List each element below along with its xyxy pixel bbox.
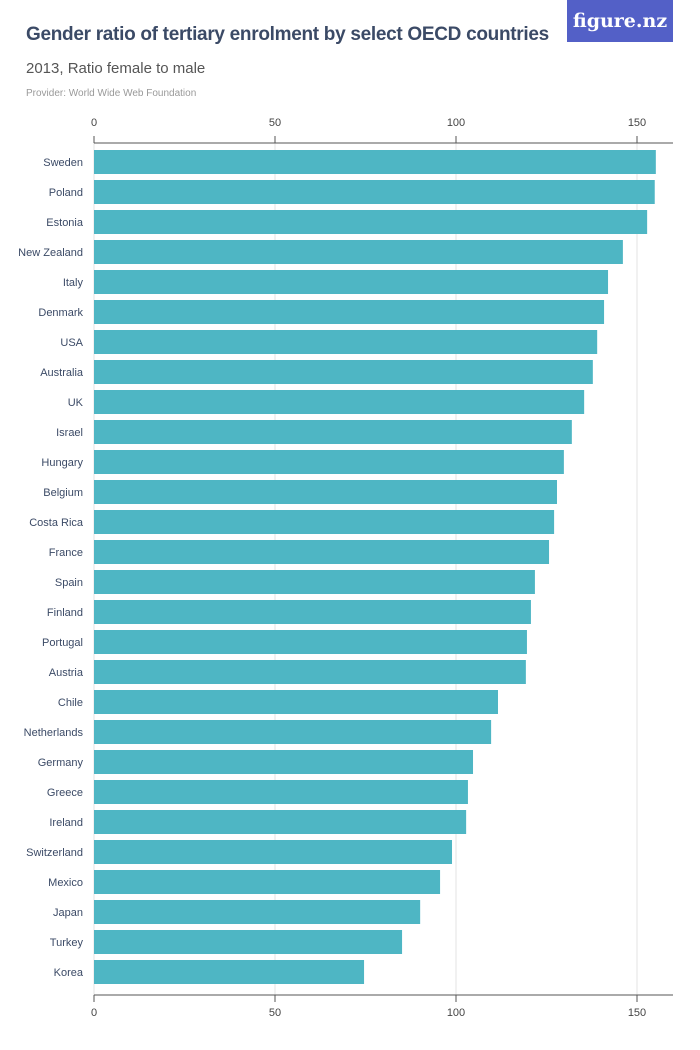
top-tick-label: 0 — [91, 117, 97, 129]
bar-germany — [94, 750, 474, 774]
category-label: New Zealand — [18, 247, 83, 259]
provider-text: Provider: World Wide Web Foundation — [26, 88, 197, 99]
category-label: Sweden — [43, 157, 83, 169]
top-tick-label: 50 — [269, 117, 281, 129]
bar-new-zealand — [94, 240, 623, 264]
category-label: Spain — [55, 577, 83, 589]
bottom-tick-label: 50 — [269, 1007, 281, 1019]
category-label: UK — [68, 397, 84, 409]
category-label: Greece — [47, 787, 83, 799]
category-label: Austria — [49, 667, 84, 679]
figure-nz-logo[interactable]: figure.nz — [567, 0, 673, 42]
category-label: Ireland — [49, 817, 83, 829]
bar-korea — [94, 960, 365, 984]
category-label: Denmark — [38, 307, 83, 319]
bar-switzerland — [94, 840, 453, 864]
category-label: Germany — [38, 757, 84, 769]
category-label: Switzerland — [26, 847, 83, 859]
category-label: Belgium — [43, 487, 83, 499]
bar-chile — [94, 690, 498, 714]
category-label: Estonia — [46, 217, 84, 229]
category-label: Poland — [49, 187, 83, 199]
bar-mexico — [94, 870, 441, 894]
category-label: Israel — [56, 427, 83, 439]
bar-italy — [94, 270, 609, 294]
bar-usa — [94, 330, 598, 354]
bar-sweden — [94, 150, 656, 174]
category-label: Finland — [47, 607, 83, 619]
chart-subtitle: 2013, Ratio female to male — [26, 60, 206, 77]
category-label: Italy — [63, 277, 84, 289]
bar-greece — [94, 780, 468, 804]
bar-austria — [94, 660, 526, 684]
category-label: Hungary — [41, 457, 83, 469]
category-label: Chile — [58, 697, 83, 709]
bar-hungary — [94, 450, 564, 474]
category-label: USA — [60, 337, 83, 349]
category-label: Portugal — [42, 637, 83, 649]
bar-netherlands — [94, 720, 492, 744]
category-label: Japan — [53, 907, 83, 919]
bottom-tick-label: 100 — [447, 1007, 465, 1019]
bar-uk — [94, 390, 585, 414]
bar-finland — [94, 600, 531, 624]
bar-spain — [94, 570, 535, 594]
bar-belgium — [94, 480, 557, 504]
bar-poland — [94, 180, 655, 204]
bar-portugal — [94, 630, 527, 654]
category-label: France — [49, 547, 83, 559]
bar-israel — [94, 420, 572, 444]
category-label: Costa Rica — [29, 517, 84, 529]
bar-australia — [94, 360, 593, 384]
bottom-tick-label: 150 — [628, 1007, 646, 1019]
bar-japan — [94, 900, 421, 924]
bottom-tick-label: 0 — [91, 1007, 97, 1019]
bar-denmark — [94, 300, 605, 324]
category-label: Australia — [40, 367, 84, 379]
bar-turkey — [94, 930, 403, 954]
chart-title: Gender ratio of tertiary enrolment by se… — [26, 24, 549, 45]
bar-ireland — [94, 810, 467, 834]
category-label: Netherlands — [24, 727, 84, 739]
bar-estonia — [94, 210, 648, 234]
category-label: Mexico — [48, 877, 83, 889]
category-label: Turkey — [50, 937, 84, 949]
top-tick-label: 150 — [628, 117, 646, 129]
bar-france — [94, 540, 550, 564]
top-tick-label: 100 — [447, 117, 465, 129]
bar-costa-rica — [94, 510, 555, 534]
category-label: Korea — [54, 967, 84, 979]
